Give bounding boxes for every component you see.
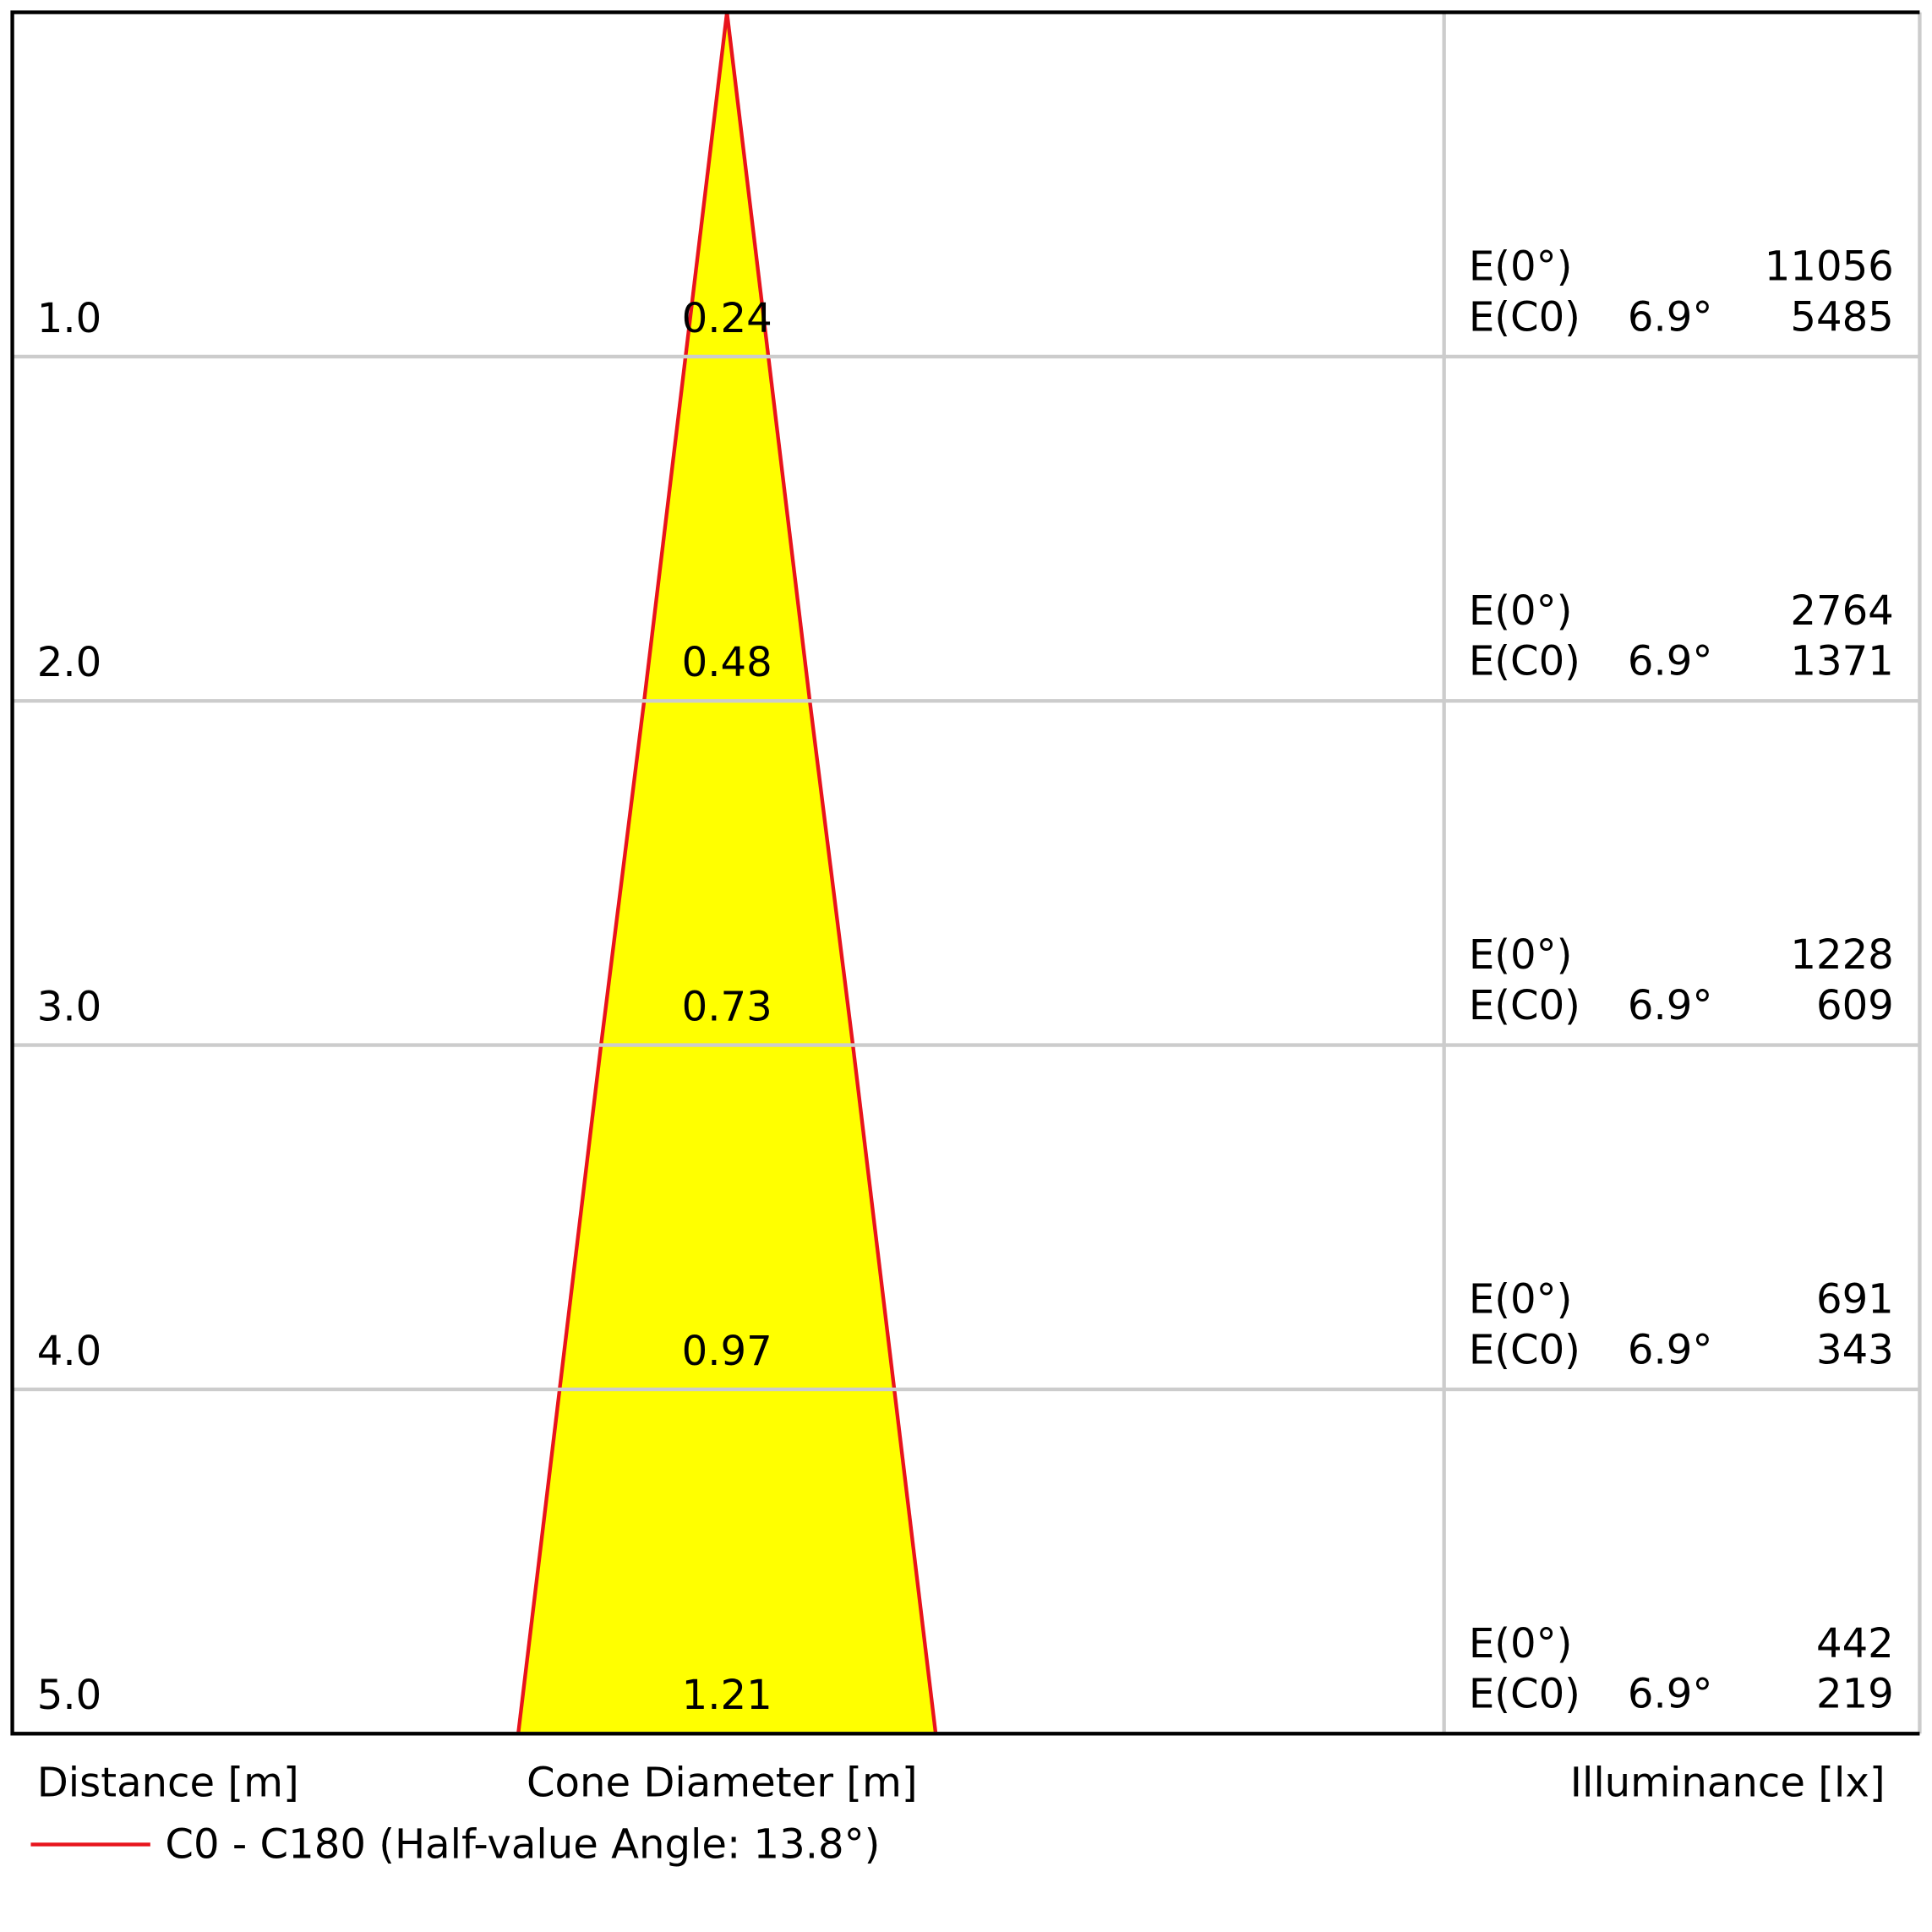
illuminance-value: 2764: [1790, 587, 1893, 635]
illuminance-name: E(C0): [1469, 982, 1580, 1029]
angle-label: 6.9°: [1628, 1671, 1713, 1718]
cone-segment: [518, 1389, 936, 1734]
illuminance-name: E(C0): [1469, 1326, 1580, 1373]
illuminance-name: E(0°): [1469, 931, 1573, 979]
frame: [10, 10, 1920, 1736]
cone-edge: [850, 1045, 897, 1390]
diameter-label: 1.21: [682, 1672, 772, 1719]
cone-edge: [766, 356, 812, 701]
illuminance-value: 442: [1816, 1620, 1894, 1667]
cone-edge: [558, 1045, 603, 1390]
diameter-label: 0.24: [682, 295, 772, 342]
illuminance-name: E(0°): [1469, 243, 1573, 291]
cone-edge: [598, 700, 647, 1045]
center-label: Cone Diameter [m]: [527, 1760, 918, 1807]
illuminance-value: 219: [1816, 1671, 1894, 1718]
cone-edge: [642, 356, 688, 701]
distance-label: 5.0: [37, 1672, 102, 1719]
cone-edge: [724, 12, 771, 357]
diameter-label: 0.73: [682, 983, 772, 1030]
cone-segment: [685, 12, 769, 357]
illuminance-value: 343: [1816, 1326, 1894, 1373]
distance-label: 4.0: [37, 1328, 102, 1375]
cone-segment: [601, 701, 854, 1045]
illuminance-value: 11056: [1765, 243, 1894, 291]
angle-label: 6.9°: [1628, 293, 1713, 341]
illuminance-value: 1371: [1790, 638, 1893, 685]
illuminance-name: E(C0): [1469, 1671, 1580, 1718]
angle-label: 6.9°: [1628, 638, 1713, 685]
cone-edge: [807, 700, 855, 1045]
right-label: Illuminance [lx]: [1570, 1760, 1886, 1807]
angle-label: 6.9°: [1628, 1326, 1713, 1373]
distance-label: 3.0: [37, 983, 102, 1030]
illuminance-name: E(0°): [1469, 1276, 1573, 1323]
cone-segment: [559, 1045, 895, 1389]
diameter-label: 0.48: [682, 639, 772, 686]
illuminance-name: E(C0): [1469, 293, 1580, 341]
cone-edge: [684, 12, 729, 357]
illuminance-name: E(0°): [1469, 587, 1573, 635]
legend-label: C0 - C180 (Half-value Angle: 13.8°): [165, 1821, 880, 1869]
illuminance-value: 1228: [1790, 931, 1893, 979]
illuminance-value: 609: [1816, 982, 1894, 1029]
diameter-label: 0.97: [682, 1328, 772, 1375]
cone-edge: [892, 1389, 938, 1734]
x-axis-label: Distance [m]: [37, 1760, 299, 1807]
cone-segment: [644, 356, 810, 701]
illuminance-value: 691: [1816, 1276, 1894, 1323]
distance-label: 1.0: [37, 295, 102, 342]
cone-edge: [516, 1389, 562, 1734]
angle-label: 6.9°: [1628, 982, 1713, 1029]
illuminance-name: E(0°): [1469, 1620, 1573, 1667]
illuminance-name: E(C0): [1469, 638, 1580, 685]
illuminance-value: 5485: [1790, 293, 1893, 341]
distance-label: 2.0: [37, 639, 102, 686]
